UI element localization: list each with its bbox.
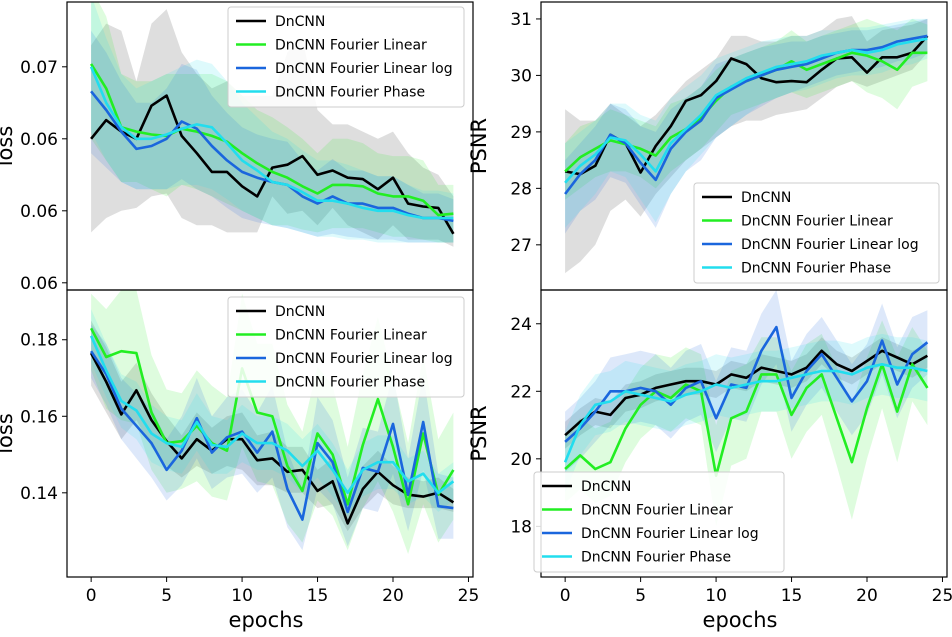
legend-entry: DnCNN	[275, 304, 325, 320]
legend-entry: DnCNN Fourier Phase	[581, 550, 731, 566]
legend: DnCNN DnCNN Fourier Linear DnCNN Fourier L…	[533, 471, 785, 573]
y-tick-label: 29	[510, 123, 532, 143]
legend-entry: DnCNN Fourier Phase	[275, 85, 425, 101]
band-series-1	[91, 2, 454, 243]
plot-area	[89, 290, 455, 554]
line-series-3	[89, 335, 455, 495]
legend-entry: DnCNN Fourier Linear log	[275, 351, 453, 367]
y-tick-label: 24	[510, 315, 532, 335]
x-tick-label: 15	[307, 586, 329, 606]
line-series-2	[564, 34, 928, 195]
x-tick-label: 25	[932, 586, 952, 606]
y-tick-label: 0.06	[20, 130, 58, 150]
x-tick-label: 0	[560, 586, 571, 606]
y-tick-label: 27	[510, 236, 532, 256]
x-axis-label: epochs	[229, 608, 304, 632]
y-tick-label: 22	[510, 382, 532, 402]
line-series-1	[564, 362, 929, 478]
legend-entry: DnCNN Fourier Linear	[741, 214, 893, 230]
legend-entry: DnCNN Fourier Linear log	[275, 61, 453, 77]
plot-area	[563, 290, 929, 527]
y-tick-label: 30	[510, 66, 532, 86]
panel-bottom-right: 18 20 22 24 0 5 10 15 20 25 PSNR epochs DnCNN DnCNN F…	[467, 289, 952, 632]
y-axis-label: loss	[0, 413, 17, 454]
panel-top-left: 0.06 0.06 0.06 0.07 loss DnCNN DnCNN Fourier L…	[0, 1, 474, 294]
line-series-0	[89, 352, 455, 525]
band-series-2	[565, 290, 928, 473]
y-axis-label: loss	[0, 126, 17, 167]
y-tick-label: 0.06	[20, 274, 58, 294]
y-tick-label: 31	[510, 10, 532, 30]
y-tick-label: 0.07	[20, 58, 58, 78]
band-series-0	[91, 320, 454, 532]
band-series-0	[565, 16, 928, 274]
band-series-3	[91, 309, 454, 516]
x-tick-label: 5	[161, 586, 172, 606]
x-tick-label: 10	[705, 586, 727, 606]
x-tick-label: 15	[781, 586, 803, 606]
band-series-3	[565, 333, 928, 493]
line-series-0	[564, 349, 929, 437]
legend-entry: DnCNN Fourier Linear log	[741, 237, 919, 253]
legend-entry: DnCNN	[275, 14, 325, 30]
y-tick-label: 20	[510, 450, 532, 470]
plot-area	[564, 16, 929, 274]
legend-box	[693, 182, 940, 284]
legend-box	[227, 6, 465, 108]
line-series-1	[89, 63, 454, 217]
x-axis-label: epochs	[703, 608, 778, 632]
y-tick-label: 28	[510, 179, 532, 199]
line-series-3	[564, 37, 928, 184]
legend-box	[533, 471, 785, 573]
plot-area	[89, 2, 455, 247]
y-axis-label: PSNR	[467, 118, 491, 174]
legend-entry: DnCNN	[581, 479, 631, 495]
x-tick-label: 20	[856, 586, 878, 606]
legend-entry: DnCNN Fourier Linear	[581, 503, 733, 519]
band-series-3	[565, 18, 928, 228]
line-series-1	[89, 327, 455, 506]
line-series-2	[90, 350, 454, 521]
line-series-3	[563, 362, 928, 463]
legend-entry: DnCNN Fourier Phase	[275, 375, 425, 391]
legend-box	[227, 296, 465, 398]
axes-frame	[540, 289, 948, 578]
x-tick-label: 20	[382, 586, 404, 606]
legend-entry: DnCNN Fourier Phase	[741, 261, 891, 277]
line-series-3	[89, 66, 454, 220]
legend-entry: DnCNN	[741, 190, 791, 206]
legend: DnCNN DnCNN Fourier Linear DnCNN Fourier L…	[227, 296, 465, 398]
legend-entry: DnCNN Fourier Linear log	[581, 526, 759, 542]
band-series-3	[91, 2, 454, 243]
band-series-2	[91, 30, 454, 243]
y-tick-label: 0.18	[20, 331, 58, 351]
y-tick-label: 18	[510, 517, 532, 537]
y-tick-label: 0.14	[20, 484, 58, 504]
legend: DnCNN DnCNN Fourier Linear DnCNN Fourier L…	[227, 6, 465, 108]
legend-entry: DnCNN Fourier Linear	[275, 328, 427, 344]
x-tick-label: 10	[231, 586, 253, 606]
x-tick-label: 25	[458, 586, 480, 606]
legend: DnCNN DnCNN Fourier Linear DnCNN Fourier L…	[693, 182, 940, 284]
line-series-0	[90, 94, 455, 235]
y-axis-label: PSNR	[467, 405, 491, 461]
band-series-2	[91, 324, 454, 551]
x-tick-label: 0	[86, 586, 97, 606]
y-tick-label: 0.16	[20, 407, 58, 427]
panel-bottom-left: 0.140.160.180 5 10 15 20 25lossepochsDnCNNDnC…	[0, 289, 480, 632]
x-tick-label: 5	[635, 586, 646, 606]
y-tick-label: 0.06	[20, 202, 58, 222]
legend-entry: DnCNN Fourier Linear	[275, 38, 427, 54]
axes-frame	[66, 289, 474, 578]
